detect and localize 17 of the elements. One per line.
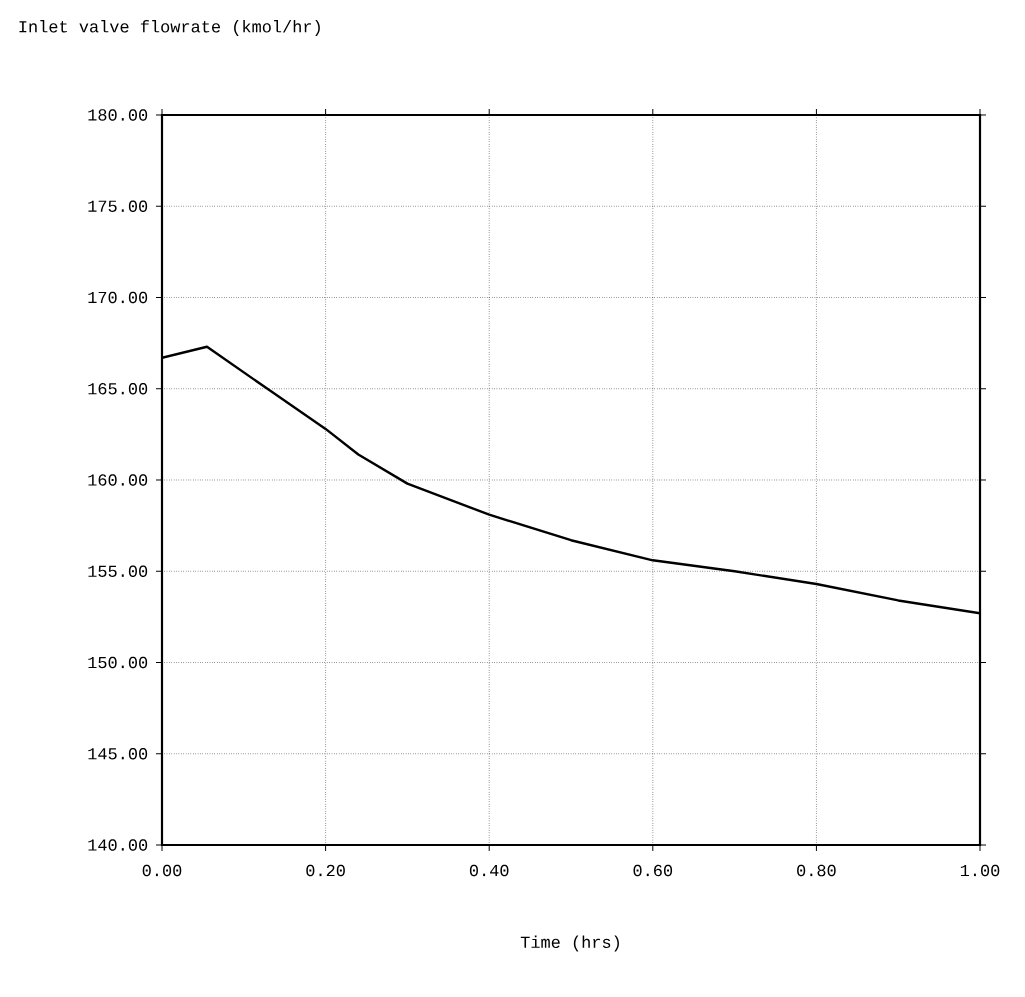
x-tick-label: 0.40: [469, 864, 509, 877]
x-tick-label: 0.20: [306, 864, 345, 877]
y-tick-label: 175.00: [88, 200, 148, 212]
y-tick-label: 165.00: [88, 383, 148, 395]
y-tick-label: 155.00: [88, 565, 148, 577]
y-tick-label: 180.00: [88, 109, 148, 121]
x-tick-label: 0.00: [142, 864, 182, 877]
x-tick-label: 0.80: [797, 864, 836, 877]
y-tick-label: 170.00: [88, 291, 148, 304]
chart-title: Inlet valve flowrate (kmol/hr): [19, 20, 320, 36]
y-tick-label: 140.00: [88, 839, 148, 851]
x-tick-label: 1.00: [960, 864, 1000, 877]
x-axis-title: Time (hrs): [520, 935, 619, 952]
x-tick-label: 0.60: [633, 864, 673, 877]
y-tick-label: 160.00: [88, 474, 148, 486]
y-tick-label: 150.00: [88, 656, 148, 669]
y-tick-label: 145.00: [88, 748, 148, 760]
